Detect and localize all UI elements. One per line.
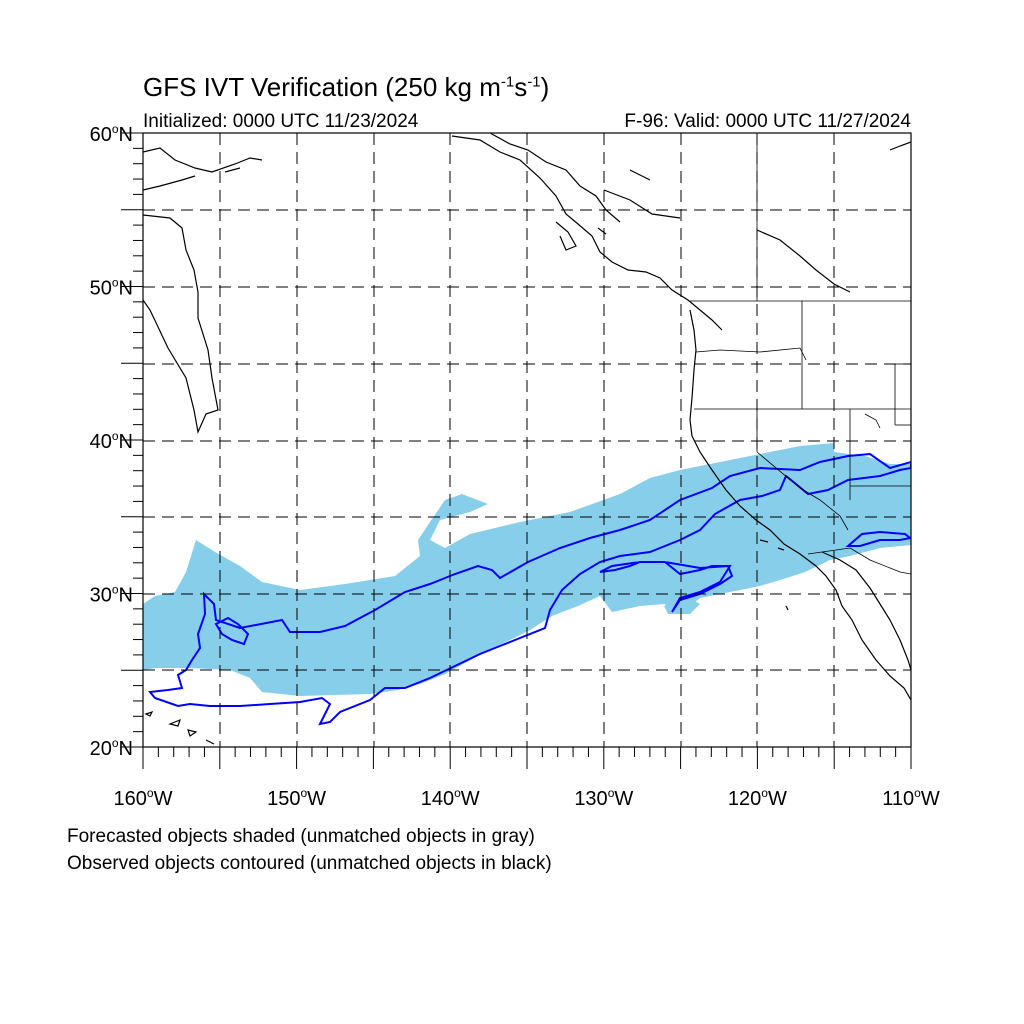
lat-label-60: 60oN xyxy=(90,122,133,146)
lon-label-160: 160oW xyxy=(114,786,173,810)
forecast-object-shaded xyxy=(143,443,911,696)
coastlines xyxy=(143,133,911,745)
lat-label-20: 20oN xyxy=(90,736,133,760)
lon-label-140: 140oW xyxy=(421,786,480,810)
valid-time-label: F-96: Valid: 0000 UTC 11/27/2024 xyxy=(624,111,911,132)
lon-label-110: 110oW xyxy=(882,786,940,810)
forecast-object-shaded-west xyxy=(143,604,178,668)
footnote-forecast: Forecasted objects shaded (unmatched obj… xyxy=(67,826,535,847)
initialized-label: Initialized: 0000 UTC 11/23/2024 xyxy=(143,111,419,132)
lon-label-130: 130oW xyxy=(574,786,633,810)
lat-label-40: 40oN xyxy=(90,429,133,453)
observed-object-contour xyxy=(148,452,911,726)
political-boundaries xyxy=(690,133,911,575)
lat-label-50: 50oN xyxy=(90,276,133,300)
latitude-labels: 60oN 50oN 40oN 30oN 20oN xyxy=(90,122,133,760)
axis-ticks xyxy=(121,132,912,769)
observed-object-contour-loop xyxy=(599,561,734,613)
lon-label-120: 120oW xyxy=(728,786,787,810)
observed-object-contour-east xyxy=(845,530,911,547)
lat-label-30: 30oN xyxy=(90,583,133,607)
longitude-labels: 160oW 150oW 140oW 130oW 120oW 110oW xyxy=(114,786,940,810)
footnote-observed: Observed objects contoured (unmatched ob… xyxy=(67,853,552,874)
observed-object-contour-island xyxy=(214,616,250,646)
map-title: GFS IVT Verification (250 kg m-1s-1) xyxy=(143,72,550,102)
lon-label-150: 150oW xyxy=(267,786,326,810)
